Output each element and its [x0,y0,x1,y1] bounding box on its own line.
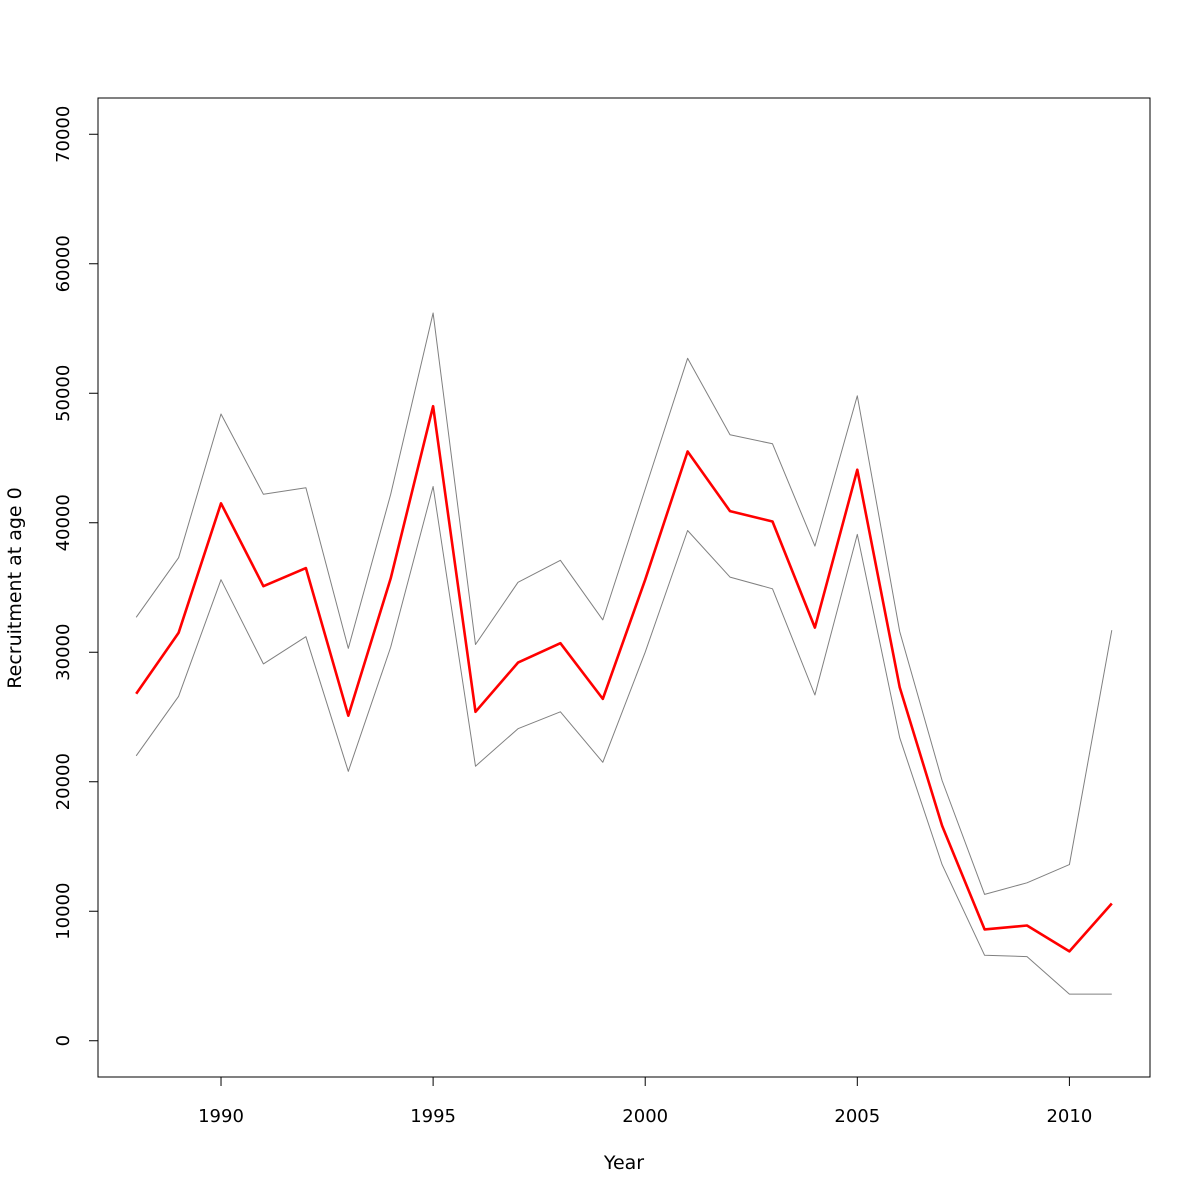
y-tick-label-10000: 10000 [53,883,74,940]
series-line-0 [135,404,1113,953]
y-tick-label-50000: 50000 [53,365,74,422]
y-tick-label-20000: 20000 [53,753,74,810]
series-line-1 [135,312,1113,895]
y-tick-label-70000: 70000 [53,106,74,163]
y-tick-label-30000: 30000 [53,624,74,681]
x-tick-label-2005: 2005 [834,1106,880,1127]
y-axis: 0 10000 20000 30000 40000 50000 60000 70000 [53,106,99,1046]
y-tick-label-40000: 40000 [53,494,74,551]
x-tick-label-2000: 2000 [622,1106,668,1127]
y-tick-label-60000: 60000 [53,235,74,292]
series-line-2 [135,486,1112,995]
x-tick-label-2010: 2010 [1046,1106,1092,1127]
x-axis: 1990 1995 2000 2005 2010 [198,1076,1092,1127]
series-layer [135,312,1113,995]
y-tick-label-0: 0 [53,1035,74,1046]
x-tick-label-1990: 1990 [198,1106,244,1127]
x-axis-title: Year [603,1152,644,1174]
y-axis-title: Recruitment at age 0 [4,487,26,688]
x-tick-label-1995: 1995 [410,1106,456,1127]
